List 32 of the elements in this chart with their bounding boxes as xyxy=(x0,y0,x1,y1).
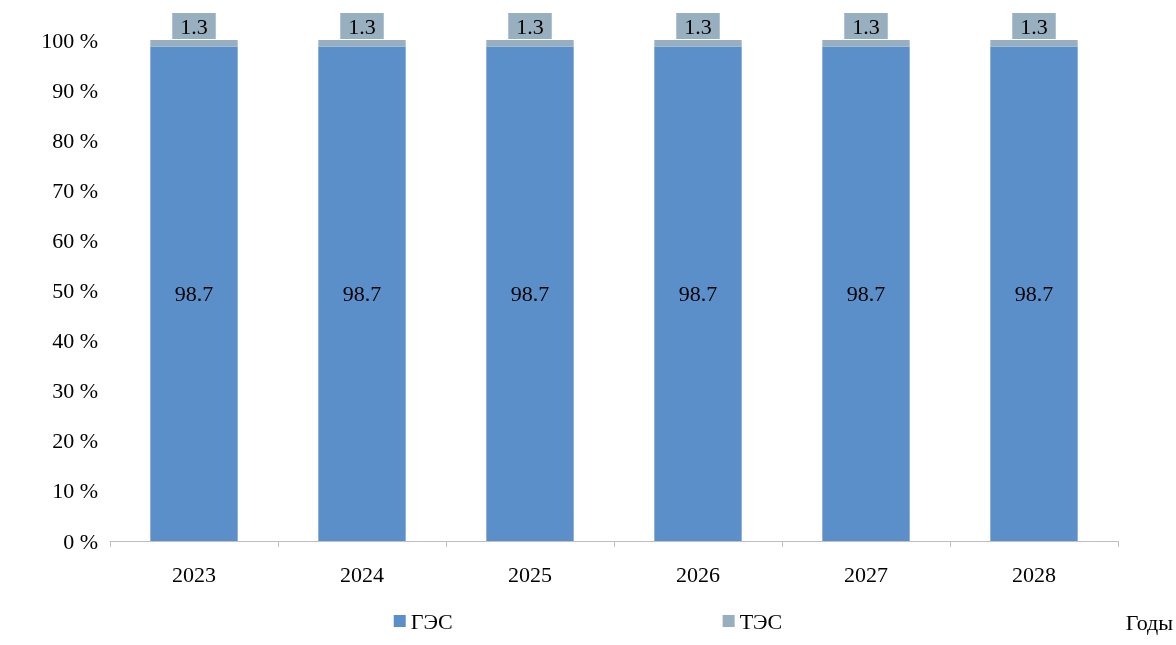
x-tick-label: 2028 xyxy=(1012,561,1056,587)
data-label: 98.7 xyxy=(174,281,214,307)
y-tick-label: 0 % xyxy=(63,528,98,554)
legend-label: ТЭС xyxy=(739,608,783,634)
data-label: 1.3 xyxy=(852,13,880,39)
x-tick-label: 2027 xyxy=(844,561,888,587)
y-tick-label: 70 % xyxy=(52,177,98,203)
data-label: 1.3 xyxy=(516,13,544,39)
y-tick-label: 90 % xyxy=(52,77,98,103)
legend-label: ГЭС xyxy=(410,608,453,634)
y-tick-label: 30 % xyxy=(52,378,98,404)
x-tick-label: 2024 xyxy=(340,561,384,587)
data-label: 1.3 xyxy=(1020,13,1048,39)
y-tick-label: 40 % xyxy=(52,328,98,354)
x-tick-label: 2025 xyxy=(508,561,552,587)
data-label: 98.7 xyxy=(846,281,886,307)
x-tick-label: 2026 xyxy=(676,561,720,587)
y-tick-label: 10 % xyxy=(52,478,98,504)
data-label: 1.3 xyxy=(348,13,376,39)
y-tick-label: 60 % xyxy=(52,227,98,253)
data-label: 98.7 xyxy=(1014,281,1054,307)
y-tick-label: 80 % xyxy=(52,127,98,153)
data-label: 98.7 xyxy=(342,281,382,307)
data-label: 98.7 xyxy=(678,281,718,307)
y-tick-label: 50 % xyxy=(52,278,98,303)
data-label: 98.7 xyxy=(510,281,550,307)
x-axis-title: Годы xyxy=(1125,609,1174,635)
data-label: 1.3 xyxy=(180,13,208,39)
y-tick-label: 20 % xyxy=(52,428,98,454)
y-tick-label: 100 % xyxy=(41,27,98,53)
data-label: 1.3 xyxy=(684,13,712,39)
x-tick-label: 2023 xyxy=(172,561,216,587)
